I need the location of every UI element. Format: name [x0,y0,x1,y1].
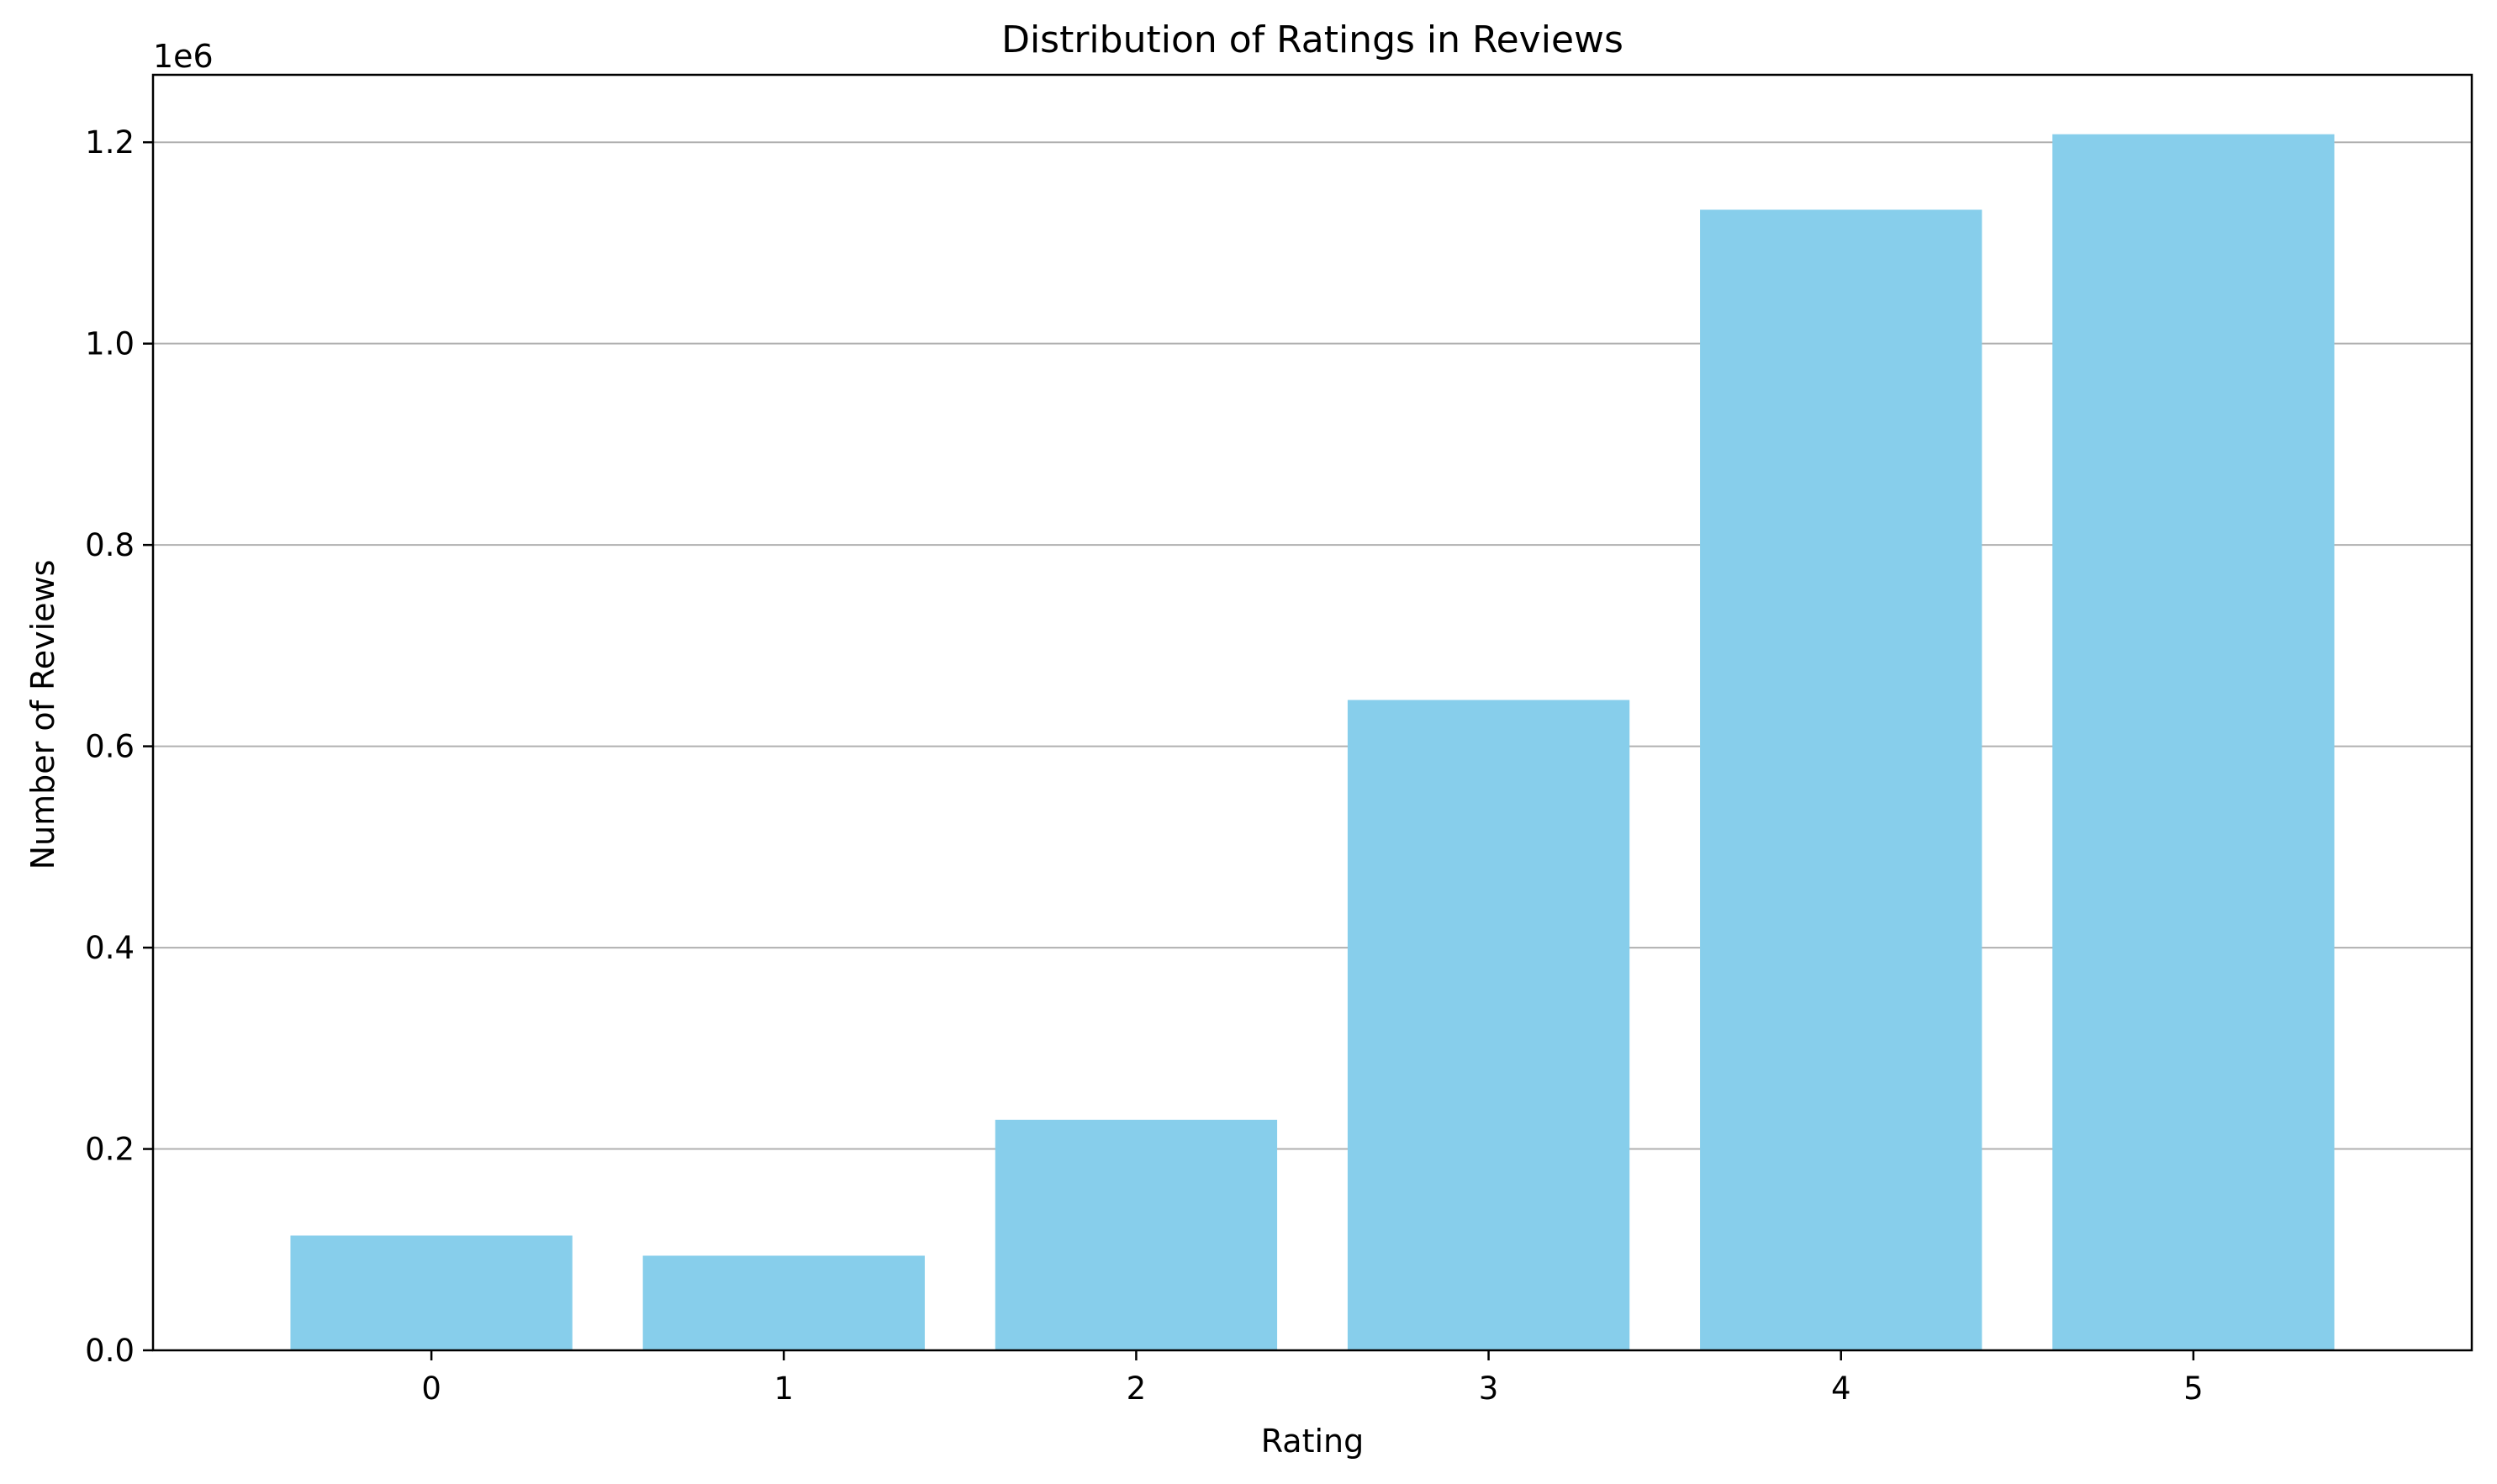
bar-rating-0 [290,1235,573,1350]
y-tick-label: 0.2 [85,1132,135,1168]
x-tick-label: 3 [1479,1370,1499,1407]
y-tick-label: 0.8 [85,527,135,563]
bar-rating-2 [995,1119,1278,1350]
bar-rating-1 [642,1255,925,1350]
y-tick-label: 0.4 [85,930,135,966]
y-axis-offset-label: 1e6 [153,38,214,75]
chart-title: Distribution of Ratings in Reviews [1001,18,1623,61]
bar-rating-4 [1700,209,1982,1350]
x-tick-label: 2 [1127,1370,1147,1407]
y-tick-label: 0.6 [85,729,135,765]
x-tick-label: 1 [774,1370,794,1407]
y-tick-label: 1.2 [85,124,135,161]
x-axis-label: Rating [1261,1423,1365,1460]
y-axis-label: Number of Reviews [24,560,61,870]
plot-area-frame [151,73,2473,1352]
axis-ticks: 0.0 0.2 0.4 0.6 0.8 1.0 1.2 0 1 2 3 4 5 [85,124,2203,1407]
x-tick-label: 4 [1831,1370,1851,1407]
bar-rating-5 [2052,134,2335,1350]
bars [290,134,2335,1350]
y-tick-label: 0.0 [85,1333,135,1369]
x-tick-label: 0 [421,1370,441,1407]
y-tick-label: 1.0 [85,326,135,362]
x-tick-label: 5 [2183,1370,2204,1407]
bar-rating-3 [1347,700,1630,1350]
